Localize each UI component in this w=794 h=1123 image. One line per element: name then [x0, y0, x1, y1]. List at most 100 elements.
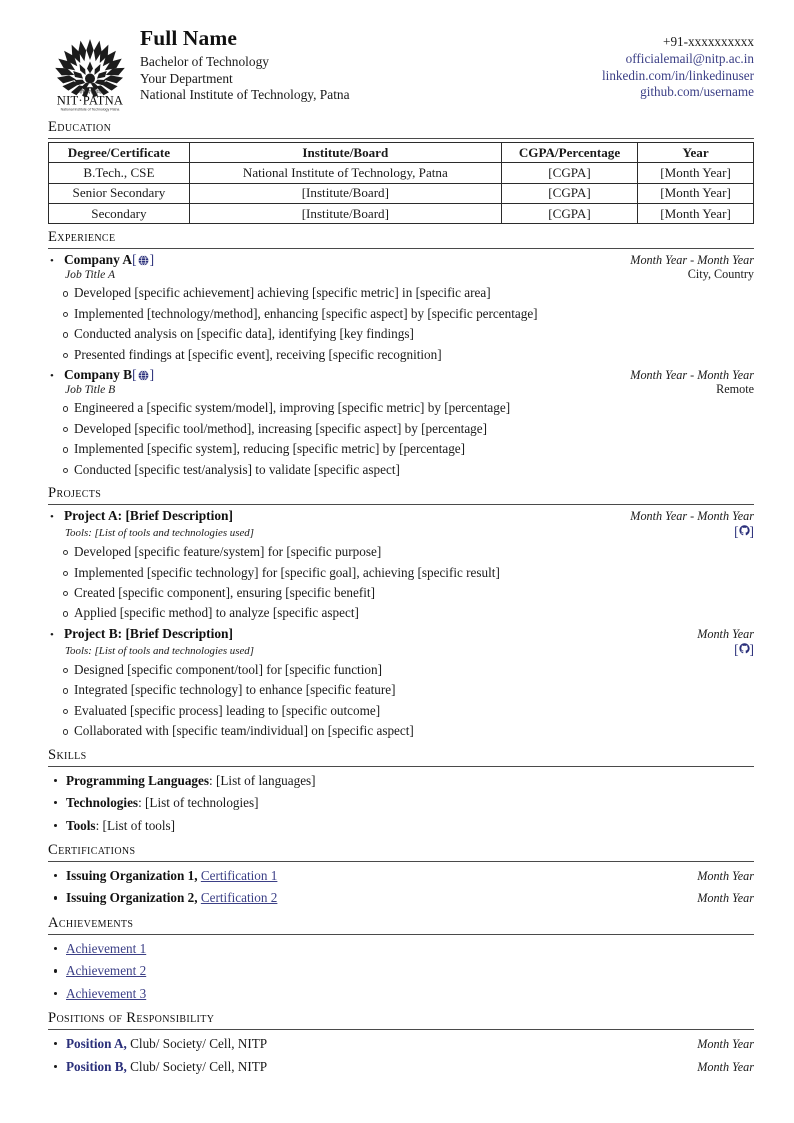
achievement-link[interactable]: Achievement 1: [66, 940, 147, 956]
github-icon: [738, 641, 750, 659]
skill-value: [List of technologies]: [145, 795, 259, 811]
experience-date: Month Year - Month Year: [630, 253, 754, 268]
section-rule-achievements: [48, 933, 754, 935]
certifications-list: Issuing Organization 1, Certification 1 …: [48, 865, 754, 910]
company-website-link[interactable]: [ ]: [132, 252, 154, 268]
list-item: Conducted [specific test/analysis] to va…: [48, 460, 754, 480]
skill-separator: :: [209, 772, 213, 788]
table-row: Secondary [Institute/Board] [CGPA] [Mont…: [48, 203, 754, 225]
cell-year: [Month Year]: [637, 182, 754, 205]
cell-degree: Secondary: [48, 203, 190, 225]
project-bullet-list: Developed [specific feature/system] for …: [48, 542, 754, 624]
company-name: Company A: [64, 252, 133, 268]
certification-link[interactable]: Certification 1: [200, 868, 278, 883]
positions-list: Position A, Club/ Society/ Cell, NITP Mo…: [48, 1033, 754, 1078]
bracket-open: [: [734, 524, 739, 540]
list-item: Tools: [List of tools]: [48, 815, 754, 837]
project-name: Project B: [Brief Description]: [64, 625, 233, 641]
section-rule-education: [48, 138, 754, 139]
section-rule-experience: [48, 248, 754, 250]
cell-cgpa: [CGPA]: [500, 182, 639, 205]
table-header-row: Degree/Certificate Institute/Board CGPA/…: [48, 141, 754, 164]
bracket-open: [: [132, 252, 137, 268]
list-item: Evaluated [specific process] leading to …: [48, 701, 754, 721]
svg-text:National Institute of Technolo: National Institute of Technology Patna: [61, 107, 120, 111]
list-item: Presented findings at [specific event], …: [48, 345, 754, 365]
github-icon: [738, 523, 750, 541]
list-item: Issuing Organization 1, Certification 1 …: [48, 865, 754, 887]
list-item: Achievement 3: [48, 983, 754, 1005]
company-website-link[interactable]: [ ]: [132, 367, 154, 383]
cell-degree: B.Tech., CSE: [48, 162, 190, 184]
position-role: Position B,: [66, 1058, 127, 1074]
project-repo-link[interactable]: [ ]: [734, 523, 754, 541]
experience-bullet-list: Engineered a [specific system/model], im…: [48, 398, 754, 480]
achievement-link[interactable]: Achievement 3: [66, 985, 147, 1001]
bullet-marker: •: [50, 628, 54, 641]
resume-header: धर्मोँस्मदत्त वेदांत NIT·PATNA National …: [48, 26, 754, 114]
section-rule-positions: [48, 1029, 754, 1031]
bracket-close: ]: [149, 367, 155, 383]
department-line: Your Department: [140, 70, 233, 86]
experience-entry: • Company B [: [48, 367, 754, 480]
project-tools: Tools: [List of tools and technologies u…: [65, 527, 254, 540]
skill-category: Programming Languages: [66, 772, 209, 788]
github-link[interactable]: github.com/username: [640, 84, 754, 100]
project-date: Month Year: [697, 626, 754, 641]
certification-date: Month Year: [697, 869, 754, 883]
experience-date: Month Year - Month Year: [630, 368, 754, 383]
page-title: Full Name: [140, 26, 238, 50]
list-item: Integrated [specific technology] to enha…: [48, 680, 754, 700]
nit-patna-logo: धर्मोँस्मदत्त वेदांत NIT·PATNA National …: [48, 30, 132, 112]
certification-link[interactable]: Certification 2: [200, 890, 278, 906]
cell-cgpa: [CGPA]: [500, 162, 639, 184]
svg-text:धर्मोँस्मदत्त वेदांत: धर्मोँस्मदत्त वेदांत: [75, 89, 105, 96]
position-role: Position A,: [66, 1036, 127, 1052]
bullet-marker: •: [50, 255, 54, 268]
column-header-year: Year: [637, 141, 754, 164]
bracket-close: ]: [149, 252, 155, 268]
degree-line: Bachelor of Technology: [140, 53, 269, 69]
cell-degree: Senior Secondary: [48, 182, 190, 205]
certification-org: Issuing Organization 2,: [66, 890, 198, 906]
cell-institute: National Institute of Technology, Patna: [188, 162, 502, 184]
list-item: Developed [specific feature/system] for …: [48, 542, 754, 562]
list-item: Conducted analysis on [specific data], i…: [48, 324, 754, 344]
section-title-achievements: Achievements: [48, 914, 134, 931]
phone-text: +91-xxxxxxxxxx: [663, 34, 754, 49]
list-item: Position B, Club/ Society/ Cell, NITP Mo…: [48, 1056, 754, 1078]
bracket-close: ]: [749, 641, 754, 657]
company-name: Company B: [64, 367, 133, 383]
bracket-open: [: [734, 641, 739, 657]
achievement-link[interactable]: Achievement 2: [66, 963, 147, 979]
skills-list: Programming Languages: [List of language…: [48, 770, 754, 837]
project-bullet-list: Designed [specific component/tool] for […: [48, 660, 754, 742]
list-item: Engineered a [specific system/model], im…: [48, 398, 754, 418]
job-title: Job Title B: [65, 383, 116, 397]
skill-category: Tools: [66, 817, 96, 833]
column-header-institute: Institute/Board: [188, 141, 502, 164]
section-rule-certifications: [48, 861, 754, 862]
list-item: Technologies: [List of technologies]: [48, 792, 754, 814]
email-link[interactable]: officialemail@nitp.ac.in: [625, 50, 754, 66]
project-entry: • Project A: [Brief Description] Month Y…: [48, 508, 754, 624]
certification-org: Issuing Organization 1,: [66, 868, 198, 883]
linkedin-link[interactable]: linkedin.com/in/linkedinuser: [602, 67, 754, 83]
achievements-list: Achievement 1 Achievement 2 Achievement …: [48, 938, 754, 1005]
column-header-degree: Degree/Certificate: [48, 141, 190, 164]
position-date: Month Year: [697, 1037, 754, 1052]
skill-separator: :: [95, 817, 100, 833]
globe-icon: [138, 255, 149, 266]
experience-bullet-list: Developed [specific achievement] achievi…: [48, 283, 754, 365]
list-item: Implemented [technology/method], enhanci…: [48, 304, 754, 324]
project-date: Month Year - Month Year: [630, 509, 754, 524]
skill-value: [List of tools]: [102, 817, 176, 833]
list-item: Implemented [specific technology] for [s…: [48, 563, 754, 583]
list-item: Implemented [specific system], reducing …: [48, 439, 754, 459]
skill-separator: :: [138, 795, 142, 811]
list-item: Created [specific component], ensuring […: [48, 583, 754, 603]
section-title-skills: Skills: [48, 746, 87, 763]
project-repo-link[interactable]: [ ]: [734, 641, 754, 659]
bullet-marker: •: [50, 370, 54, 383]
education-table: Degree/Certificate Institute/Board CGPA/…: [48, 141, 754, 225]
